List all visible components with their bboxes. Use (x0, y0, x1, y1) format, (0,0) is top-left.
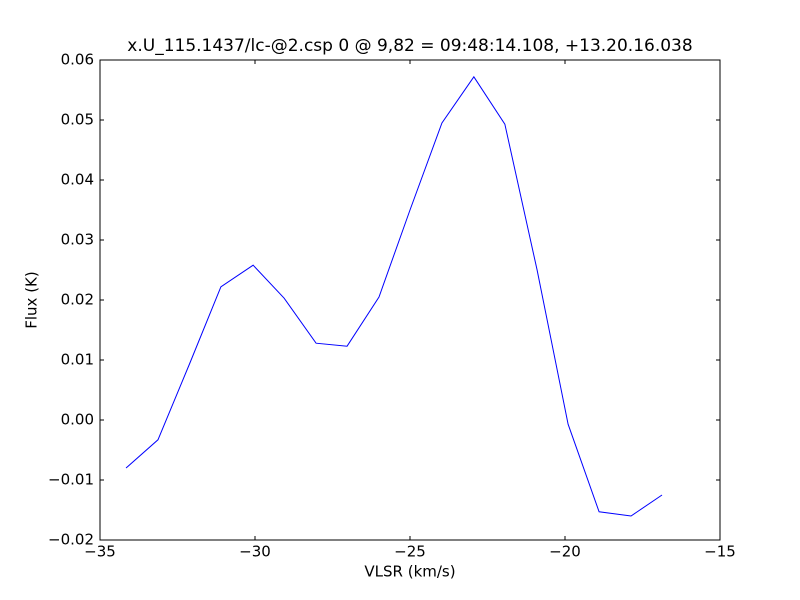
y-tick-label: −0.02 (48, 531, 94, 549)
y-tick-label: −0.01 (48, 471, 94, 489)
y-tick-label: 0.06 (61, 51, 94, 69)
plot-frame (99, 59, 721, 541)
x-tick-label: −15 (704, 543, 736, 561)
x-tick-label: −20 (549, 543, 581, 561)
y-tick-label: 0.04 (61, 171, 94, 189)
data-line (125, 75, 663, 517)
x-tick-label: −30 (239, 543, 271, 561)
x-tick-label: −35 (84, 543, 116, 561)
y-tick-label: 0.02 (61, 291, 94, 309)
y-tick-label: 0.01 (61, 351, 94, 369)
y-tick-label: 0.00 (61, 411, 94, 429)
chart-title: x.U_115.1437/lc-@2.csp 0 @ 9,82 = 09:48:… (127, 36, 692, 56)
x-axis-label: VLSR (km/s) (364, 563, 455, 581)
y-tick-label: 0.03 (61, 231, 94, 249)
y-tick-label: 0.05 (61, 111, 94, 129)
y-axis-label: Flux (K) (23, 271, 41, 329)
x-tick-label: −25 (394, 543, 426, 561)
